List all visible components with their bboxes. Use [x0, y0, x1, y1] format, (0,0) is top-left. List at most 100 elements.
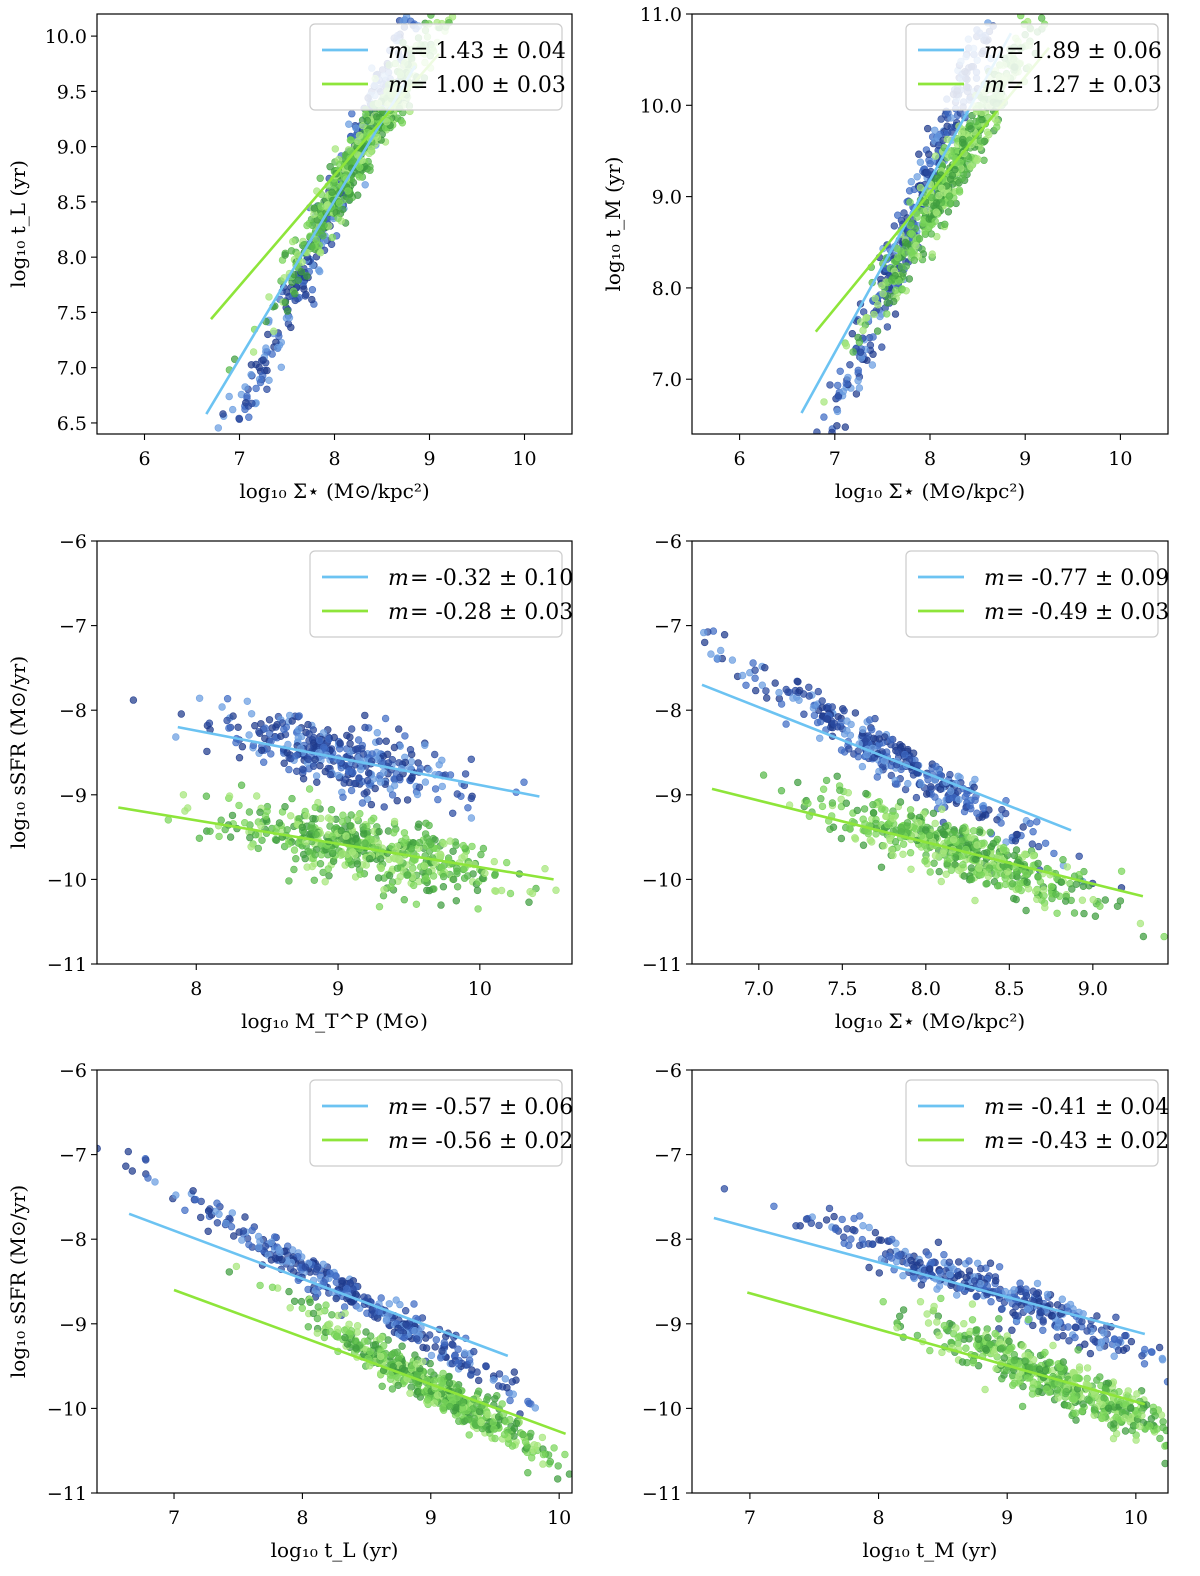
scatter-point-blue [845, 745, 853, 753]
scatter-point-green [906, 848, 915, 857]
scatter-point-blue [945, 794, 953, 803]
x-tick-label: 8 [328, 448, 340, 470]
scatter-point-blue [301, 292, 309, 300]
scatter-point-green [303, 221, 311, 230]
axes-frame [96, 1069, 573, 1494]
scatter-point-green [246, 833, 254, 842]
scatter-point-green [449, 847, 457, 855]
scatter-point-blue [940, 1250, 948, 1259]
scatter-point-blue [393, 796, 401, 805]
scatter-point-green [475, 1387, 483, 1395]
scatter-point-green [298, 1304, 306, 1313]
scatter-point-blue [223, 694, 232, 703]
scatter-point-green [941, 822, 950, 830]
scatter-point-blue [304, 720, 312, 729]
scatter-point-green [510, 1424, 519, 1433]
scatter-point-blue [506, 1396, 514, 1405]
scatter-point-blue [359, 750, 367, 758]
plot-area [97, 1144, 572, 1483]
scatter-point-blue [762, 694, 771, 702]
scatter-point-green [915, 235, 924, 243]
x-tick-label: 6 [138, 448, 150, 470]
scatter-point-blue [252, 384, 260, 393]
scatter-point-blue [1127, 1337, 1136, 1346]
scatter-point-green [477, 1418, 485, 1427]
scatter-point-green [286, 1304, 294, 1312]
scatter-point-green [457, 1411, 466, 1419]
scatter-point-blue [973, 1292, 981, 1300]
scatter-point-green [932, 208, 940, 216]
scatter-point-green [312, 236, 321, 244]
y-tick-label: 7.5 [57, 302, 87, 324]
scatter-point-blue [858, 762, 867, 771]
y-tick-label: 8.0 [652, 278, 682, 300]
scatter-point-blue [931, 793, 939, 801]
y-tick-label: 11.0 [640, 4, 682, 26]
scatter-point-blue [868, 361, 877, 369]
legend: m = -0.32 ± 0.10m = -0.28 ± 0.03 [309, 550, 573, 638]
scatter-point-green [862, 789, 870, 798]
scatter-point-green [423, 1396, 432, 1404]
scatter-point-green [361, 839, 369, 847]
scatter-point-green [489, 1418, 497, 1427]
scatter-point-blue [986, 1259, 995, 1267]
scatter-point-blue [260, 758, 268, 766]
scatter-point-blue [373, 728, 381, 737]
scatter-point-green [935, 867, 943, 876]
scatter-point-green [981, 1385, 989, 1394]
scatter-point-green [249, 348, 258, 356]
scatter-point-blue [987, 1297, 995, 1306]
y-tick-label: 6.5 [57, 413, 87, 435]
scatter-point-green [437, 901, 445, 909]
scatter-point-blue [936, 1268, 944, 1277]
scatter-point-green [975, 864, 983, 872]
scatter-point-blue [356, 1304, 364, 1312]
y-tick-label: 7.0 [57, 358, 87, 380]
scatter-point-green [184, 804, 192, 812]
scatter-point-green [1047, 883, 1056, 891]
scatter-point-blue [983, 1282, 992, 1290]
scatter-point-green [883, 299, 891, 307]
scatter-point-blue [805, 692, 813, 700]
scatter-point-green [1002, 847, 1010, 855]
scatter-point-blue [943, 122, 951, 130]
scatter-point-blue [893, 780, 901, 788]
scatter-point-green [759, 771, 768, 779]
scatter-point-green [484, 1410, 492, 1419]
scatter-point-blue [467, 814, 476, 822]
scatter-point-blue [936, 785, 945, 793]
scatter-point-green [898, 285, 906, 293]
scatter-point-blue [1112, 1313, 1120, 1322]
scatter-point-green [403, 871, 411, 879]
scatter-point-green [309, 814, 317, 823]
legend: m = 1.89 ± 0.06m = 1.27 ± 0.03 [905, 23, 1162, 111]
scatter-point-green [326, 1327, 334, 1336]
y-tick-label: −6 [59, 1060, 87, 1082]
scatter-point-green [342, 832, 350, 840]
scatter-point-green [947, 866, 956, 874]
scatter-point-blue [1033, 1279, 1042, 1288]
scatter-point-green [202, 792, 211, 800]
scatter-point-green [510, 1432, 518, 1440]
scatter-point-blue [259, 356, 267, 364]
scatter-point-blue [273, 344, 282, 352]
scatter-point-blue [228, 1209, 237, 1217]
scatter-point-blue [845, 1241, 853, 1250]
scatter-point-green [289, 237, 297, 246]
scatter-point-green [377, 1333, 386, 1342]
scatter-point-blue [326, 770, 334, 779]
scatter-point-blue [238, 1236, 246, 1244]
scatter-point-blue [742, 681, 750, 689]
scatter-point-green [984, 872, 992, 881]
fit-line-green [118, 806, 554, 881]
scatter-point-green [869, 809, 878, 817]
scatter-point-green [538, 1433, 547, 1442]
y-tick-label: −10 [47, 1398, 87, 1420]
scatter-point-blue [1034, 842, 1043, 851]
scatter-point-blue [851, 709, 860, 717]
scatter-point-blue [348, 109, 356, 118]
scatter-point-green [366, 1347, 374, 1356]
scatter-point-green [1117, 867, 1126, 875]
scatter-point-green [539, 1460, 547, 1468]
